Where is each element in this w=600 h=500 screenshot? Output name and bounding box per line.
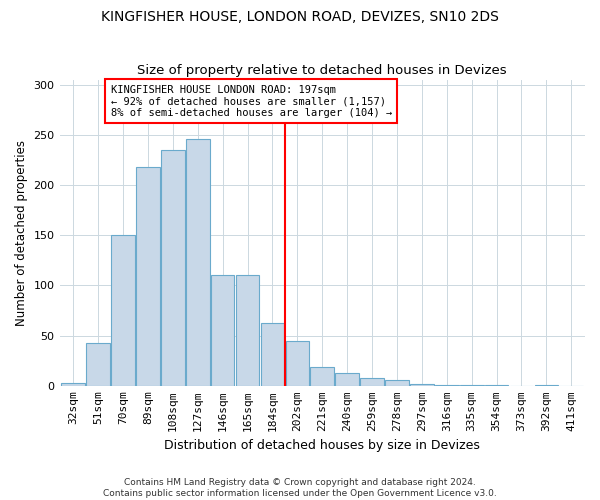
Bar xyxy=(136,167,160,386)
Text: KINGFISHER HOUSE, LONDON ROAD, DEVIZES, SN10 2DS: KINGFISHER HOUSE, LONDON ROAD, DEVIZES, … xyxy=(101,10,499,24)
Text: KINGFISHER HOUSE LONDON ROAD: 197sqm
← 92% of detached houses are smaller (1,157: KINGFISHER HOUSE LONDON ROAD: 197sqm ← 9… xyxy=(110,84,392,118)
Bar xyxy=(186,139,209,386)
Y-axis label: Number of detached properties: Number of detached properties xyxy=(15,140,28,326)
Bar xyxy=(485,385,508,386)
Bar xyxy=(61,383,85,386)
Title: Size of property relative to detached houses in Devizes: Size of property relative to detached ho… xyxy=(137,64,507,77)
Bar xyxy=(335,373,359,386)
Bar xyxy=(535,385,558,386)
Bar xyxy=(360,378,384,386)
Bar xyxy=(211,276,235,386)
Bar xyxy=(410,384,434,386)
Bar xyxy=(385,380,409,386)
Bar xyxy=(236,276,259,386)
X-axis label: Distribution of detached houses by size in Devizes: Distribution of detached houses by size … xyxy=(164,440,480,452)
Bar xyxy=(111,235,135,386)
Bar xyxy=(86,342,110,386)
Bar xyxy=(260,322,284,386)
Bar xyxy=(435,385,458,386)
Bar xyxy=(161,150,185,386)
Bar xyxy=(460,385,484,386)
Text: Contains HM Land Registry data © Crown copyright and database right 2024.
Contai: Contains HM Land Registry data © Crown c… xyxy=(103,478,497,498)
Bar xyxy=(310,366,334,386)
Bar xyxy=(286,340,309,386)
